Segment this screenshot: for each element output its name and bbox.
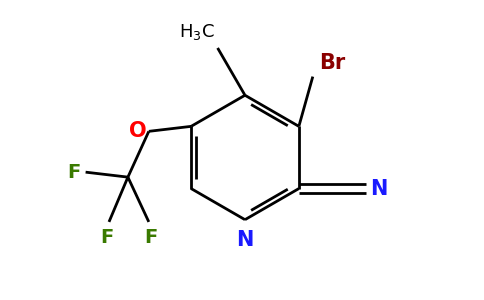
Text: H$_3$C: H$_3$C	[180, 22, 215, 42]
Text: Br: Br	[319, 52, 345, 73]
Text: N: N	[236, 230, 254, 250]
Text: F: F	[100, 228, 113, 247]
Text: N: N	[370, 178, 387, 199]
Text: F: F	[67, 163, 81, 182]
Text: F: F	[145, 228, 158, 247]
Text: O: O	[129, 121, 146, 141]
